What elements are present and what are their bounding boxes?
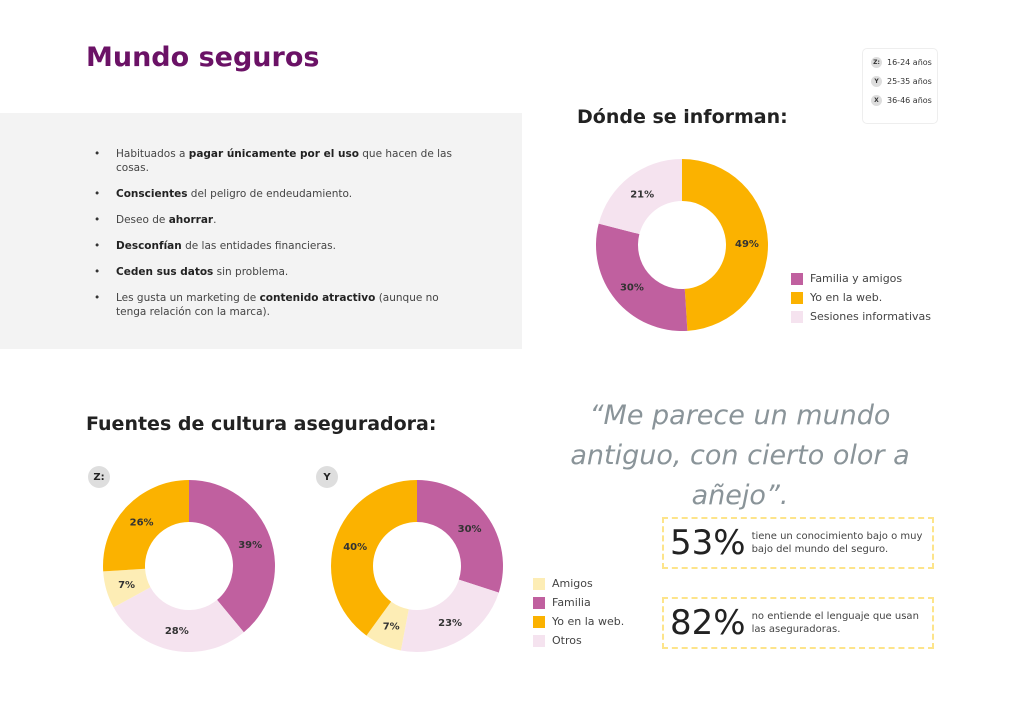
legend-swatch	[533, 596, 545, 609]
legend-label: Familia	[552, 596, 591, 609]
legend-label: Amigos	[552, 577, 593, 590]
stat-box: 82% no entiende el lenguaje que usan las …	[662, 597, 934, 649]
legend-swatch	[533, 577, 545, 590]
data-label: 7%	[118, 580, 135, 591]
trait-text: Les gusta un marketing de	[116, 292, 260, 304]
legend-swatch	[791, 310, 803, 323]
trait-item: Conscientes del peligro de endeudamiento…	[94, 187, 466, 201]
trait-text: (aunque no tenga relación con la marca).	[116, 292, 439, 318]
legend-label: Sesiones informativas	[810, 310, 931, 323]
age-label: 25-35 años	[887, 77, 932, 86]
gen-z-icon: Z:	[871, 57, 882, 68]
gen-z-icon: Z:	[88, 466, 110, 488]
age-legend: Z: 16-24 años Y 25-35 años X 36-46 años	[862, 48, 938, 124]
data-label: 23%	[438, 618, 462, 629]
age-label: 36-46 años	[887, 96, 932, 105]
data-label: 39%	[238, 540, 262, 551]
gen-x-icon: X	[871, 95, 882, 106]
trait-text: contenido atractivo	[259, 292, 376, 304]
data-label: 28%	[165, 626, 189, 637]
data-label: 30%	[620, 282, 644, 293]
donut-slice	[682, 159, 768, 331]
legend-item: Familia	[533, 596, 624, 609]
chart-title-fuentes: Fuentes de cultura aseguradora:	[86, 413, 437, 435]
trait-text: Ceden sus datos	[116, 266, 214, 278]
legend-swatch	[533, 615, 545, 628]
legend-label: Yo en la web.	[552, 615, 625, 628]
trait-text: que hacen de las cosas.	[116, 148, 452, 174]
donut-slice	[366, 601, 409, 651]
legend-informan: Familia y amigos Yo en la web. Sesiones in…	[791, 272, 931, 329]
trait-text: de las entidades financieras.	[181, 240, 336, 252]
donut-slice	[417, 480, 503, 593]
legend-item: Yo en la web.	[791, 291, 931, 304]
legend-item: Sesiones informativas	[791, 310, 931, 323]
data-label: 40%	[343, 542, 367, 553]
legend-item: Yo en la web.	[533, 615, 624, 628]
donut-chart-gen-y: 30% 23% 7% 40%	[331, 480, 503, 652]
legend-label: Otros	[552, 634, 582, 647]
trait-text: Deseo de	[116, 214, 169, 226]
trait-item: Habituados a pagar únicamente por el uso…	[94, 147, 466, 175]
gen-y-icon: Y	[316, 466, 338, 488]
donut-slice	[331, 480, 417, 636]
stat-box: 53% tiene un conocimiento bajo o muy bajo…	[662, 517, 934, 569]
trait-text: Desconfían	[116, 240, 182, 252]
legend-fuentes: Amigos Familia Yo en la web. Otros	[533, 577, 624, 653]
donut-chart-gen-z: 39% 28% 7% 26%	[103, 480, 275, 652]
donut-slice	[113, 587, 244, 652]
trait-text: del peligro de endeudamiento.	[187, 188, 353, 200]
donut-slice	[189, 480, 275, 633]
donut-slice	[598, 159, 682, 235]
legend-label: Familia y amigos	[810, 272, 903, 285]
trait-item: Desconfían de las entidades financieras.	[94, 239, 466, 253]
legend-item: Amigos	[533, 577, 624, 590]
trait-item: Les gusta un marketing de contenido atra…	[94, 291, 466, 319]
stat-value: 53%	[670, 523, 746, 563]
stat-text: tiene un conocimiento bajo o muy bajo de…	[751, 531, 923, 555]
trait-text: .	[213, 214, 217, 226]
data-label: 7%	[383, 622, 400, 633]
age-legend-item: Y 25-35 años	[871, 76, 937, 87]
age-legend-item: Z: 16-24 años	[871, 57, 937, 68]
legend-swatch	[533, 634, 545, 647]
quote: “Me parece un mundo antiguo, con cierto …	[570, 400, 910, 511]
donut-slice	[103, 480, 189, 572]
legend-swatch	[791, 272, 803, 285]
age-legend-item: X 36-46 años	[871, 95, 937, 106]
page-title: Mundo seguros	[86, 42, 320, 73]
legend-item: Familia y amigos	[791, 272, 931, 285]
traits-panel: Habituados a pagar únicamente por el uso…	[0, 113, 522, 349]
trait-item: Deseo de ahorrar.	[94, 213, 466, 227]
age-label: 16-24 años	[887, 58, 932, 67]
traits-list: Habituados a pagar únicamente por el uso…	[0, 113, 466, 319]
donut-slice	[103, 568, 151, 608]
donut-slice	[400, 579, 499, 652]
chart-title-informan: Dónde se informan:	[577, 106, 788, 128]
stat-value: 82%	[670, 603, 746, 643]
legend-item: Otros	[533, 634, 624, 647]
gen-y-icon: Y	[871, 76, 882, 87]
donut-chart-informan: 49% 30% 21%	[596, 159, 768, 331]
donut-slice	[596, 223, 688, 331]
trait-text: Conscientes	[116, 188, 188, 200]
trait-text: ahorrar	[168, 214, 214, 226]
data-label: 21%	[630, 190, 654, 201]
data-label: 26%	[130, 518, 154, 529]
legend-label: Yo en la web.	[810, 291, 883, 304]
data-label: 49%	[735, 239, 759, 250]
trait-item: Ceden sus datos sin problema.	[94, 265, 466, 279]
stat-text: no entiende el lenguaje que usan las ase…	[751, 611, 919, 635]
trait-text: sin problema.	[213, 266, 289, 278]
trait-text: pagar únicamente por el uso	[188, 148, 359, 160]
legend-swatch	[791, 291, 803, 304]
trait-text: Habituados a	[116, 148, 189, 160]
data-label: 30%	[458, 524, 482, 535]
